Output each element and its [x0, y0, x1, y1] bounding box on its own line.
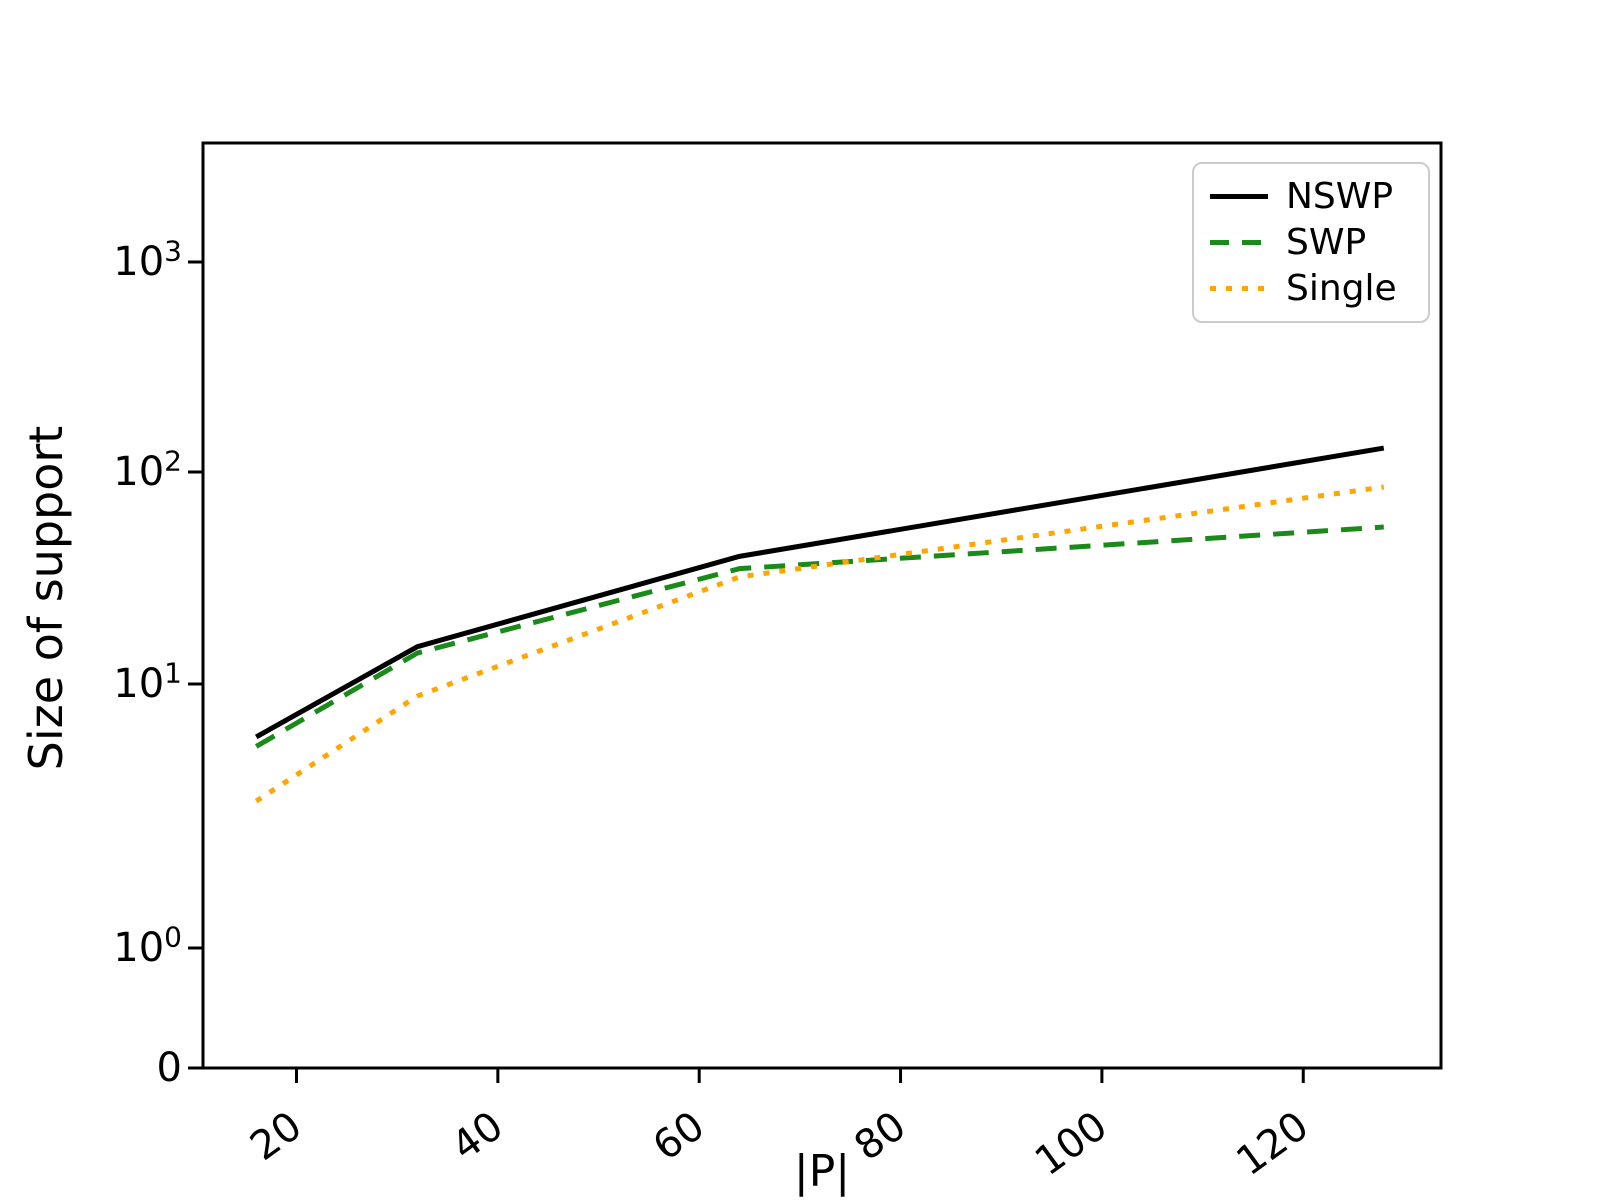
y-tick-label: 100 — [113, 920, 182, 971]
y-tick-label: 103 — [113, 234, 182, 285]
y-tick-exponent: 0 — [164, 920, 182, 954]
legend-item-nswp: NSWP — [1210, 175, 1412, 217]
series-line-swp — [254, 524, 1384, 749]
x-tick-label: 40 — [444, 1103, 512, 1170]
plot-spines — [201, 141, 1443, 1070]
legend-line-sample-dashed — [1210, 239, 1268, 245]
y-tick-exponent: 2 — [164, 444, 182, 478]
y-tick-exponent: 3 — [164, 234, 182, 268]
legend-line-sample-solid — [1210, 193, 1268, 199]
x-tick-label: 100 — [1027, 1103, 1116, 1185]
legend-item-swp: SWP — [1210, 223, 1412, 263]
legend-label: SWP — [1286, 221, 1367, 263]
legend-label: Single — [1286, 267, 1397, 309]
legend-item-single: Single — [1210, 269, 1412, 309]
legend-label: NSWP — [1286, 175, 1394, 217]
x-tick-label: 60 — [645, 1103, 713, 1170]
legend-line-sample-dotted — [1210, 286, 1268, 292]
chart-legend: NSWP SWP Single — [1192, 162, 1430, 323]
x-axis-label: |P| — [794, 1146, 850, 1197]
y-tick-label: 0 — [156, 1045, 182, 1091]
y-tick-exponent: 1 — [164, 656, 182, 690]
series-line-nswp — [255, 445, 1385, 740]
x-tick-label: 20 — [242, 1103, 310, 1170]
x-tick-label: 80 — [846, 1103, 914, 1170]
x-tick-label: 120 — [1228, 1103, 1317, 1185]
y-axis-label: Size of support — [19, 426, 73, 771]
y-tick-label: 101 — [113, 656, 182, 707]
series-line-single — [254, 484, 1385, 804]
y-tick-label: 102 — [113, 444, 182, 495]
